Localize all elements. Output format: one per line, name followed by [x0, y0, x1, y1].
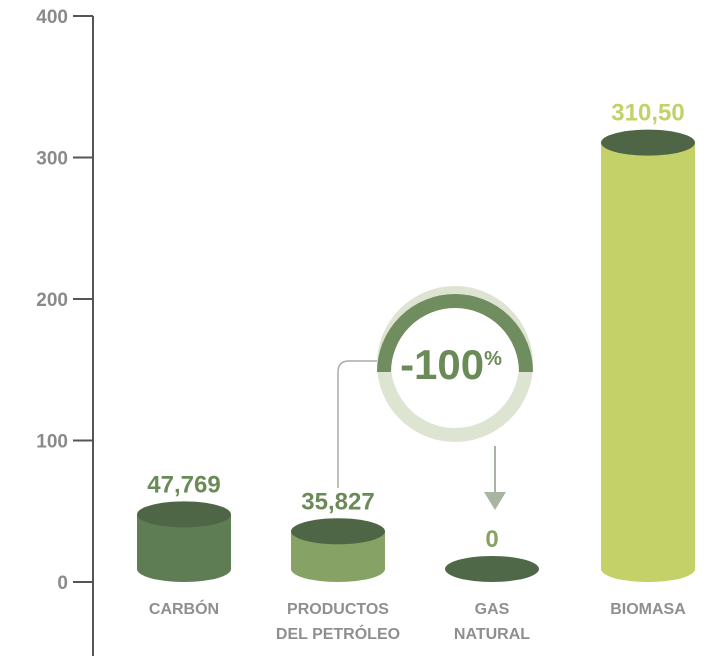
bar-top: [137, 501, 231, 528]
category-label: CARBÓN: [149, 599, 219, 618]
y-axis: 0 100 200 300 400: [36, 7, 94, 656]
category-label: DEL PETRÓLEO: [276, 624, 400, 643]
labels: 47,769 CARBÓN 35,827 PRODUCTOS DEL PETRÓLEO 0…: [147, 100, 686, 643]
bars: [137, 129, 695, 582]
category-label: NATURAL: [454, 626, 530, 643]
connector-line: [337, 360, 377, 488]
ring-progress: [377, 294, 533, 373]
value-label: 35,827: [301, 488, 374, 515]
category-label: PRODUCTOS: [287, 601, 389, 618]
arrow-head: [484, 492, 506, 510]
bar-top: [291, 518, 385, 545]
value-label: 47,769: [147, 471, 220, 498]
category-label: GAS: [475, 601, 510, 618]
bar-0: [137, 501, 231, 582]
change-percent-label: -100%: [400, 341, 502, 388]
value-label: 310,50: [611, 100, 684, 127]
bar-1: [291, 518, 385, 582]
y-tick-label: 0: [57, 573, 68, 594]
bar-top: [445, 556, 539, 582]
y-tick-label: 100: [36, 432, 68, 453]
y-tick-label: 400: [36, 7, 68, 28]
bar-2: [445, 556, 539, 582]
y-tick-label: 200: [36, 290, 68, 311]
change-annotation: -100%: [337, 286, 533, 510]
bar-body: [601, 142, 695, 582]
y-tick-label: 300: [36, 149, 68, 170]
value-label: 0: [485, 526, 498, 553]
bar-body: [291, 531, 385, 582]
bar-top: [601, 129, 695, 156]
bar-body: [137, 514, 231, 582]
category-label: BIOMASA: [610, 601, 686, 618]
bar-3: [601, 129, 695, 582]
